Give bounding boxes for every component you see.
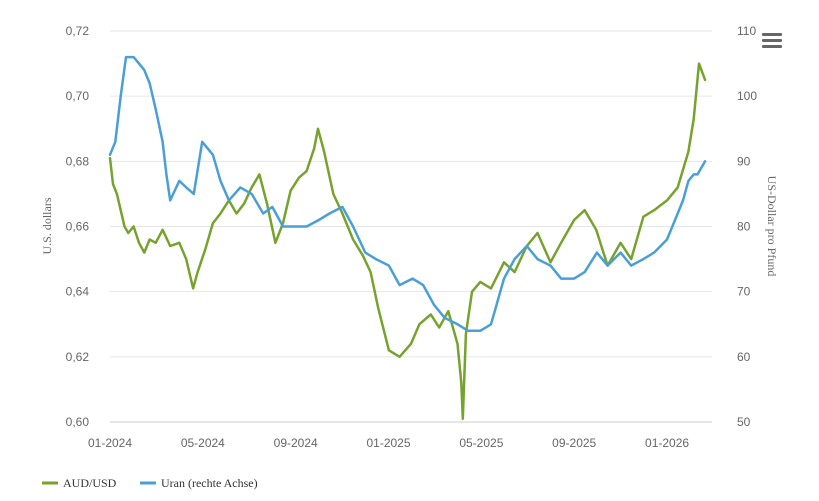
series-line-aud-usd [108,62,707,420]
grid-lines [110,30,712,423]
x-tick-label: 01-2025 [366,436,410,450]
series-lines [108,55,707,420]
x-axis-ticks: 01-2024 05-2024 09-2024 01-2025 05-2025 09-20… [88,436,689,450]
y-left-axis-title: U.S. dollars [40,197,54,254]
y-left-axis-ticks: 0,72 0,70 0,68 0,66 0,64 0,62 0,60 [66,24,90,429]
menu-icon-bar [762,39,782,42]
y-left-tick-label: 0,66 [66,220,90,234]
menu-icon-bar [762,45,782,48]
y-left-tick-label: 0,68 [66,154,90,168]
legend: AUD/USD Uran (rechte Achse) [42,476,258,490]
y-right-tick-label: 90 [737,154,751,168]
x-tick-label: 09-2025 [552,436,596,450]
x-tick-label: 09-2024 [274,436,318,450]
series-line-uranium [108,55,707,333]
x-tick-label: 01-2024 [88,436,132,450]
y-right-axis-title: US-Dollar pro Pfund [765,176,779,277]
y-right-tick-label: 70 [737,285,751,299]
chart-menu-button[interactable] [762,33,782,49]
y-right-tick-label: 100 [737,89,757,103]
y-left-tick-label: 0,62 [66,350,90,364]
menu-icon-bar [762,33,782,36]
y-right-axis-ticks: 110 100 90 80 70 60 50 [737,24,757,429]
y-left-tick-label: 0,72 [66,24,90,38]
x-tick-label: 05-2025 [459,436,503,450]
y-right-tick-label: 60 [737,350,751,364]
y-left-tick-label: 0,60 [66,415,90,429]
y-right-tick-label: 50 [737,415,751,429]
y-left-tick-label: 0,64 [66,285,90,299]
y-right-tick-label: 110 [737,24,756,38]
y-left-tick-label: 0,70 [66,89,90,103]
x-tick-label: 05-2024 [181,436,225,450]
x-tick-label: 01-2026 [645,436,689,450]
y-right-tick-label: 80 [737,220,751,234]
legend-label[interactable]: Uran (rechte Achse) [161,476,258,490]
legend-label[interactable]: AUD/USD [63,476,117,490]
